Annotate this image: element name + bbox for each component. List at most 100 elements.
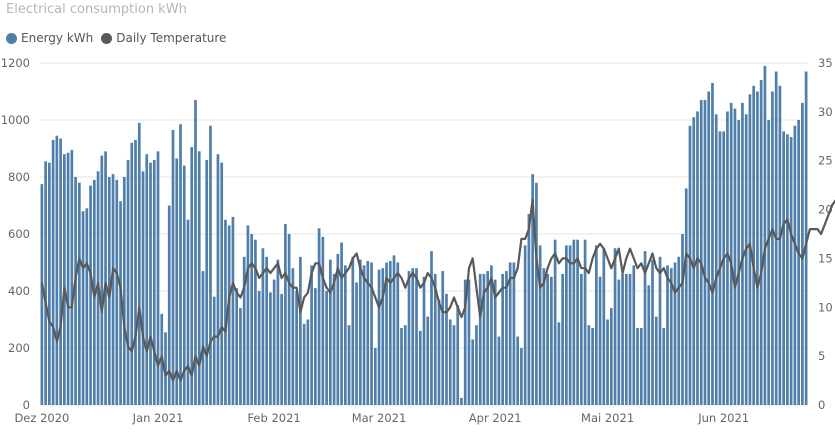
energy-bar[interactable]: [448, 319, 452, 406]
energy-bar[interactable]: [786, 134, 789, 405]
energy-bar[interactable]: [617, 279, 621, 405]
energy-bar[interactable]: [658, 256, 662, 405]
energy-bar[interactable]: [182, 165, 186, 405]
energy-bar[interactable]: [490, 265, 493, 405]
energy-bar[interactable]: [276, 259, 280, 405]
temperature-line[interactable]: [40, 161, 835, 382]
energy-bar[interactable]: [280, 293, 283, 405]
energy-bar[interactable]: [486, 271, 490, 405]
energy-bar[interactable]: [370, 262, 373, 406]
energy-bar[interactable]: [55, 135, 59, 405]
energy-bar[interactable]: [362, 265, 366, 405]
energy-bar[interactable]: [587, 325, 591, 405]
energy-bar[interactable]: [568, 245, 572, 405]
energy-bar[interactable]: [403, 325, 407, 405]
energy-bar[interactable]: [804, 71, 808, 406]
energy-bar[interactable]: [722, 131, 726, 405]
energy-bar[interactable]: [351, 256, 355, 405]
energy-bar[interactable]: [272, 279, 276, 405]
energy-bar[interactable]: [325, 291, 328, 405]
energy-bar[interactable]: [688, 125, 692, 405]
energy-bar[interactable]: [475, 325, 478, 405]
energy-bar[interactable]: [729, 102, 733, 406]
energy-bar[interactable]: [707, 91, 711, 406]
energy-bar[interactable]: [306, 319, 310, 406]
energy-bar[interactable]: [782, 131, 785, 405]
energy-bar[interactable]: [171, 129, 175, 405]
energy-bar[interactable]: [291, 268, 295, 405]
energy-bar[interactable]: [752, 85, 756, 406]
energy-bar[interactable]: [66, 152, 70, 405]
energy-bar[interactable]: [654, 316, 658, 405]
energy-bar[interactable]: [531, 174, 534, 405]
energy-bar[interactable]: [497, 336, 501, 405]
energy-bar[interactable]: [164, 332, 167, 405]
energy-bar[interactable]: [527, 214, 531, 405]
energy-bar[interactable]: [194, 100, 197, 406]
energy-bar[interactable]: [609, 308, 613, 405]
energy-bar[interactable]: [287, 234, 291, 405]
energy-bar[interactable]: [167, 205, 171, 406]
energy-bar[interactable]: [77, 182, 81, 405]
energy-bar[interactable]: [546, 273, 549, 405]
energy-bar[interactable]: [714, 114, 718, 406]
energy-bar[interactable]: [284, 224, 287, 405]
energy-bar[interactable]: [467, 279, 471, 405]
energy-bar[interactable]: [565, 245, 568, 405]
energy-bar[interactable]: [152, 159, 156, 405]
energy-bar[interactable]: [711, 82, 714, 405]
energy-bar[interactable]: [763, 65, 767, 405]
energy-bar[interactable]: [220, 162, 224, 405]
energy-bar[interactable]: [122, 177, 126, 405]
energy-bar[interactable]: [647, 285, 651, 405]
energy-bar[interactable]: [771, 91, 774, 406]
energy-bar[interactable]: [212, 296, 216, 405]
energy-bar[interactable]: [149, 162, 152, 405]
energy-bar[interactable]: [538, 245, 542, 405]
energy-bar[interactable]: [407, 271, 411, 405]
energy-bar[interactable]: [145, 154, 149, 405]
energy-bar[interactable]: [186, 219, 190, 405]
energy-bar[interactable]: [257, 291, 261, 405]
energy-bar[interactable]: [441, 271, 445, 405]
energy-bar[interactable]: [673, 262, 677, 406]
energy-bar[interactable]: [512, 262, 516, 406]
energy-bar[interactable]: [239, 308, 242, 405]
energy-bar[interactable]: [557, 322, 561, 405]
energy-bar[interactable]: [328, 259, 332, 405]
energy-bar[interactable]: [456, 305, 460, 405]
energy-bar[interactable]: [85, 208, 89, 405]
energy-bar[interactable]: [793, 125, 797, 405]
energy-bar[interactable]: [295, 291, 298, 405]
energy-bar[interactable]: [355, 282, 358, 405]
energy-bar[interactable]: [261, 248, 265, 405]
energy-bar[interactable]: [175, 158, 179, 405]
energy-bar[interactable]: [205, 159, 209, 405]
energy-bar[interactable]: [179, 124, 182, 405]
energy-bar[interactable]: [726, 111, 729, 405]
energy-bar[interactable]: [553, 239, 557, 405]
energy-bar[interactable]: [385, 262, 388, 406]
energy-bar[interactable]: [224, 219, 227, 405]
energy-bar[interactable]: [505, 271, 508, 405]
energy-bar[interactable]: [216, 154, 220, 405]
energy-bar[interactable]: [392, 255, 396, 406]
energy-bar[interactable]: [141, 171, 145, 405]
energy-bar[interactable]: [156, 151, 160, 405]
energy-bar[interactable]: [250, 234, 254, 405]
energy-bar[interactable]: [463, 279, 467, 405]
energy-bar[interactable]: [666, 265, 669, 405]
energy-bar[interactable]: [460, 397, 463, 406]
energy-bar[interactable]: [478, 273, 482, 405]
energy-bar[interactable]: [59, 138, 62, 405]
energy-bar[interactable]: [254, 239, 257, 405]
energy-bar[interactable]: [347, 325, 351, 405]
energy-bar[interactable]: [51, 139, 55, 405]
energy-bar[interactable]: [321, 236, 325, 405]
energy-bar[interactable]: [396, 262, 400, 406]
energy-bar[interactable]: [789, 137, 793, 405]
energy-bar[interactable]: [602, 248, 606, 405]
energy-bar[interactable]: [340, 242, 343, 405]
energy-bar[interactable]: [639, 328, 643, 405]
energy-bar[interactable]: [445, 293, 448, 405]
